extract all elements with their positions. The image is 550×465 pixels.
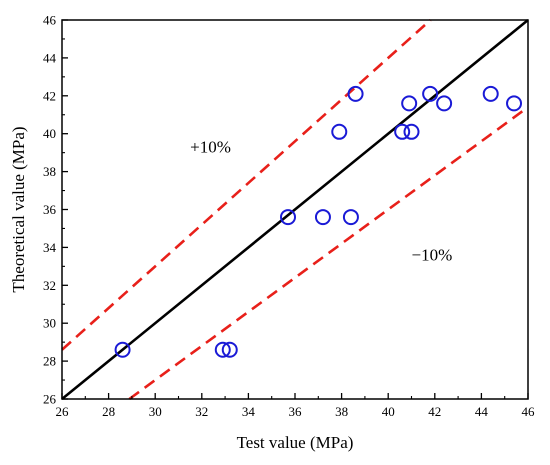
data-point xyxy=(347,85,364,102)
reference-lines xyxy=(61,18,529,401)
y-tick-label: 34 xyxy=(43,240,57,255)
x-tick-label: 40 xyxy=(382,404,395,419)
identity-line xyxy=(61,18,529,401)
y-axis-title: Theoretical value (MPa) xyxy=(9,126,28,292)
y-tick-label: 42 xyxy=(43,88,56,103)
data-point xyxy=(401,95,418,112)
x-tick-label: 38 xyxy=(335,404,348,419)
data-point xyxy=(331,123,348,140)
x-tick-label: 34 xyxy=(242,404,256,419)
data-point xyxy=(214,341,231,358)
annotation-plus-10: +10% xyxy=(190,138,231,157)
data-point xyxy=(114,341,131,358)
y-tick-label: 36 xyxy=(43,202,57,217)
data-point xyxy=(482,85,499,102)
x-tick-label: 28 xyxy=(102,404,115,419)
data-point xyxy=(314,209,331,226)
data-point xyxy=(506,95,523,112)
data-point xyxy=(394,123,411,140)
x-axis-title: Test value (MPa) xyxy=(237,433,354,452)
annotation-minus-10: −10% xyxy=(412,246,453,265)
x-tick-label: 44 xyxy=(475,404,489,419)
y-tick-label: 30 xyxy=(43,316,56,331)
x-tick-label: 42 xyxy=(428,404,441,419)
data-point xyxy=(436,95,453,112)
upper-10pct-line xyxy=(61,19,432,351)
data-point xyxy=(280,209,297,226)
y-axis-ticks: 26 28 30 32 34 36 38 40 42 44 46 xyxy=(43,13,68,407)
y-tick-label: 44 xyxy=(43,50,57,65)
x-tick-label: 30 xyxy=(149,404,162,419)
lower-10pct-line xyxy=(128,106,529,401)
data-points xyxy=(114,85,523,358)
x-tick-label: 36 xyxy=(289,404,303,419)
y-tick-label: 46 xyxy=(43,13,57,28)
y-tick-label: 26 xyxy=(43,392,57,407)
y-tick-label: 40 xyxy=(43,126,56,141)
data-point xyxy=(403,123,420,140)
data-point xyxy=(342,209,359,226)
data-point xyxy=(422,85,439,102)
x-axis-ticks: 26 28 30 32 34 36 38 40 42 44 46 xyxy=(56,393,536,419)
x-tick-label: 46 xyxy=(522,404,536,419)
y-tick-label: 38 xyxy=(43,164,56,179)
data-point xyxy=(221,341,238,358)
y-tick-label: 32 xyxy=(43,278,56,293)
x-tick-label: 32 xyxy=(195,404,208,419)
y-tick-label: 28 xyxy=(43,354,56,369)
x-tick-label: 26 xyxy=(56,404,70,419)
